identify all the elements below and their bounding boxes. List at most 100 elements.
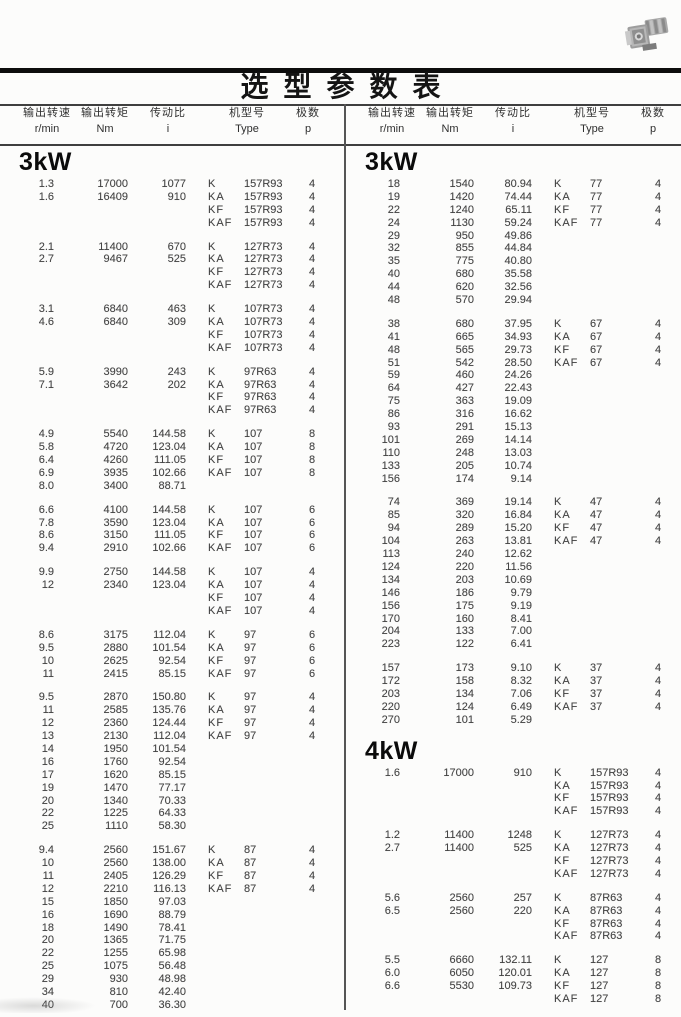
ratio-cell: 123.04 [152, 516, 186, 529]
table-row: 1.2 11400 1248 K 127R73 4 [346, 829, 681, 842]
type-prefix-cell [208, 896, 242, 909]
poles-cell [644, 421, 672, 434]
type-prefix-cell: K [554, 662, 563, 675]
table-row: 110 248 13.03 [346, 447, 681, 460]
table-row: 16 1690 88.79 [0, 909, 344, 922]
ratio-cell: 12.62 [504, 548, 532, 561]
type-model-cell: 97R63 [244, 365, 277, 378]
type-model-cell [588, 242, 644, 255]
gap-cell [186, 241, 208, 254]
type-model-cell [588, 447, 644, 460]
ratio-cell: 49.86 [504, 229, 532, 242]
type-prefix-cell: K [208, 365, 217, 378]
speed-cell: 74 [387, 496, 400, 509]
type-model-cell [588, 281, 644, 294]
type-model-cell: 107R73 [244, 328, 283, 341]
gap-cell [186, 504, 208, 517]
ratio-cell: 70.33 [158, 794, 186, 807]
type-prefix-cell [554, 230, 588, 243]
speed-cell: 6.4 [38, 454, 54, 467]
type-prefix-cell: KAF [208, 542, 233, 555]
speed-cell: 204 [381, 625, 400, 638]
gap-cell [532, 780, 554, 793]
type-model-cell: 47 [590, 496, 603, 509]
torque-cell: 3590 [103, 516, 128, 529]
poles-cell [644, 268, 672, 281]
table-row: 8.6 3150 111.05 KF 107 6 [0, 529, 344, 542]
torque-cell: 5530 [449, 980, 474, 993]
table-row: 6.9 3935 102.66 KAF 107 8 [0, 467, 344, 480]
table-row: KAF 157R93 4 [346, 805, 681, 818]
gap-cell [532, 701, 554, 714]
speed-cell: 22 [41, 807, 54, 820]
speed-cell [6, 279, 54, 292]
type-model-cell: 127R73 [244, 253, 283, 266]
type-prefix-cell: K [554, 891, 563, 904]
type-model-cell: 157R93 [244, 190, 283, 203]
gap-cell [532, 460, 554, 473]
type-model-cell: 97 [244, 691, 257, 704]
type-model-cell: 127R73 [590, 842, 629, 855]
type-prefix-cell: KAF [208, 604, 233, 617]
poles-cell [644, 561, 672, 574]
table-row: 104 263 13.81 KAF 47 4 [346, 535, 681, 548]
torque-cell [54, 592, 128, 605]
type-prefix-cell [208, 999, 242, 1012]
poles-cell: 4 [308, 190, 316, 203]
speed-cell: 5.8 [38, 441, 54, 454]
gap-cell [186, 329, 208, 342]
poles-cell [298, 986, 326, 999]
poles-cell: 6 [308, 503, 316, 516]
type-model-cell: 87 [244, 882, 257, 895]
table-row: 6.4 4260 111.05 KF 107 8 [0, 454, 344, 467]
torque-cell [54, 342, 128, 355]
table-row: 4.6 6840 309 KA 107R73 4 [0, 316, 344, 329]
column-header-poles: 极数 p [296, 106, 320, 137]
table-row: 17 1620 85.15 [0, 769, 344, 782]
poles-cell: 4 [654, 930, 662, 943]
ratio-cell: 910 [167, 190, 186, 203]
type-model-cell: 107 [244, 592, 263, 605]
poles-cell: 4 [308, 216, 316, 229]
poles-cell [644, 638, 672, 651]
poles-cell: 4 [308, 592, 316, 605]
column-header-poles: 极数 p [641, 106, 665, 137]
poles-cell [644, 625, 672, 638]
poles-cell: 4 [654, 522, 662, 535]
poles-cell [298, 960, 326, 973]
poles-cell: 4 [308, 303, 316, 316]
gap-cell [186, 743, 208, 756]
type-model-cell: 97 [244, 730, 257, 743]
type-prefix-cell: K [554, 829, 563, 842]
type-prefix-cell [554, 548, 588, 561]
poles-cell: 8 [654, 954, 662, 967]
type-model-cell: 127 [590, 954, 609, 967]
table-row: 6.5 2560 220 KA 87R63 4 [346, 905, 681, 918]
type-model-cell: 87 [244, 857, 257, 870]
type-model-cell: 77 [590, 203, 603, 216]
table-row: 5.6 2560 257 K 87R63 4 [346, 892, 681, 905]
gap-cell [186, 441, 208, 454]
gap-cell [532, 954, 554, 967]
gap-cell [532, 980, 554, 993]
gap-cell [186, 896, 208, 909]
gap-cell [532, 662, 554, 675]
poles-cell: 4 [308, 240, 316, 253]
torque-cell [54, 217, 128, 230]
poles-cell: 4 [308, 566, 316, 579]
gap-cell [186, 960, 208, 973]
speed-cell [352, 868, 400, 881]
torque-cell: 175 [455, 599, 474, 612]
type-model-cell: 157R93 [244, 178, 283, 190]
torque-cell: 240 [455, 548, 474, 561]
ratio-cell: 32.56 [504, 281, 532, 294]
type-prefix-cell [208, 743, 242, 756]
torque-cell [54, 391, 128, 404]
type-prefix-cell: KA [208, 641, 225, 654]
torque-cell: 122 [455, 638, 474, 651]
speed-cell [352, 805, 400, 818]
ratio-cell: 8.41 [510, 612, 532, 625]
type-model-cell [242, 769, 298, 782]
type-model-cell [588, 408, 644, 421]
type-prefix-cell [554, 613, 588, 626]
